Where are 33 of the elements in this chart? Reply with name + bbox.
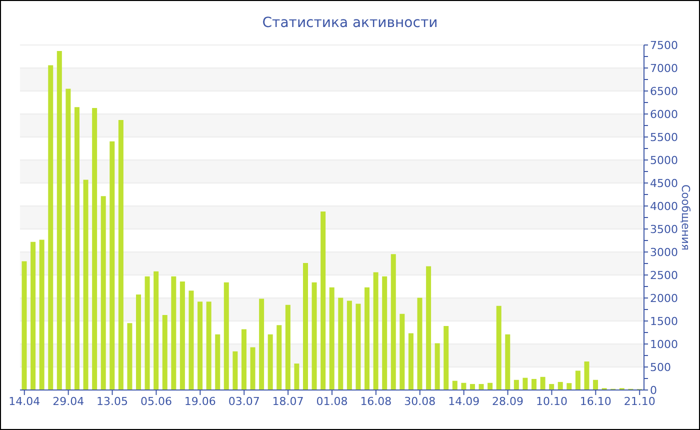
x-tick-label: 01.08 (316, 394, 348, 408)
x-tick-label: 14.09 (448, 394, 480, 408)
x-tick-label: 16.10 (580, 394, 612, 408)
y-tick-label: 2500 (650, 268, 678, 282)
x-tick-label: 10.10 (536, 394, 568, 408)
x-tick-label: 13.05 (96, 394, 128, 408)
y-tick-label: 3000 (650, 246, 678, 259)
x-tick-label: 16.08 (360, 394, 392, 408)
y-tick-label: 4500 (650, 176, 678, 190)
y-tick-label: 4000 (650, 200, 678, 213)
x-tick-label: 18.07 (272, 394, 304, 408)
y-tick-label: 1500 (650, 314, 678, 328)
y-tick-label: 500 (650, 360, 671, 374)
y-tick-label: 0 (650, 384, 657, 397)
y-tick-label: 6500 (650, 84, 678, 98)
x-tick-label: 30.08 (404, 394, 436, 408)
x-tick-label: 28.09 (492, 394, 524, 408)
y-tick-label: 3500 (650, 222, 678, 236)
y-tick-label: 2000 (650, 292, 678, 305)
y-tick-label: 5000 (650, 154, 678, 167)
x-tick-label: 14.04 (8, 394, 40, 408)
x-tick-label: 19.06 (184, 394, 216, 408)
x-tick-label: 03.07 (228, 394, 260, 408)
x-tick-label: 05.06 (140, 394, 172, 408)
y-tick-label: 1000 (650, 338, 678, 351)
chart-title: Статистика активности (261, 15, 439, 31)
x-tick-label: 21.10 (624, 394, 656, 408)
y-tick-label: 6000 (650, 108, 678, 121)
y-axis-title: Сообщения (679, 184, 692, 251)
y-tick-label: 7000 (650, 62, 678, 75)
y-tick-label: 5500 (650, 130, 678, 144)
y-tick-label: 7500 (650, 38, 678, 52)
x-tick-label: 29.04 (52, 394, 84, 408)
